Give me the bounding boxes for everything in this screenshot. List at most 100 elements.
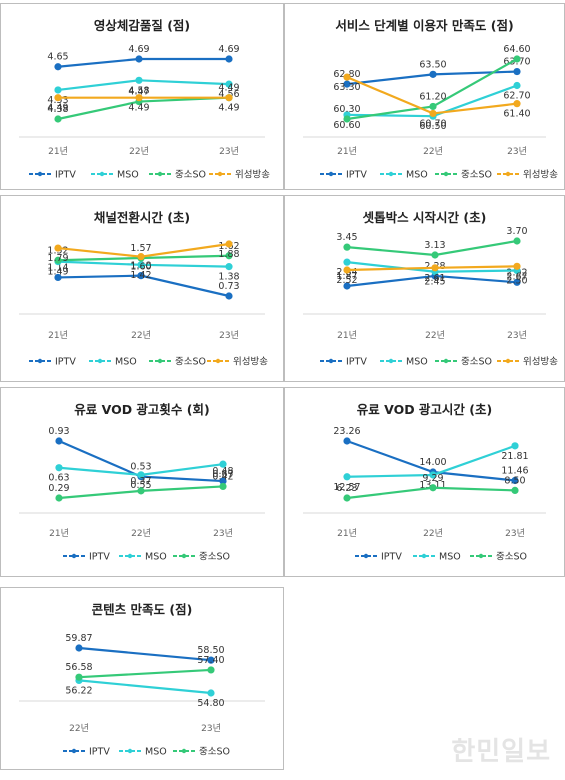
chart-title: 서비스 단계별 이용자 만족도 (점) [335,18,513,33]
legend-marker [421,553,427,559]
data-point [513,55,521,63]
data-point [219,482,227,491]
legend-marker [97,358,103,364]
data-label: 4.47 [128,87,149,98]
chart-svg: 셋톱박스 시작시간 (초)21년22년23년1.872.282.022.842.… [303,210,558,368]
data-point [225,94,233,102]
data-point [343,494,351,502]
legend-label: 위성방송 [235,169,270,181]
data-label: 1.79 [47,253,68,264]
legend-label: MSO [406,357,428,368]
data-label: 3.45 [336,232,357,243]
chart-panel-1: 영상체감품질 (점)21년22년23년4.654.694.694.534.584… [0,3,284,190]
chart-panel-3: 채널전환시간 (초)21년22년23년1.141.180.731.491.421… [0,195,284,382]
data-label: 11.46 [501,465,528,476]
data-point [225,263,233,271]
data-point [207,689,215,697]
legend-label: MSO [117,170,139,181]
data-point [225,240,233,248]
data-label: 1.87 [336,271,357,282]
series-line [78,679,212,695]
x-tick-label: 23년 [505,528,525,539]
data-label: 4.49 [128,103,149,114]
legend-label: 중소SO [199,747,230,758]
chart-title: 영상체감품질 (점) [94,18,190,33]
legend-label: 위성방송 [233,356,268,368]
legend-marker [215,358,221,364]
data-label: 0.29 [48,483,69,494]
data-point [511,486,519,495]
data-point [225,55,233,63]
chart-svg: 영상체감품질 (점)21년22년23년4.654.694.694.534.584… [19,18,270,181]
chart-panel-5: 유료 VOD 광고횟수 (회) 21년 22년 23년 0.93 0.53 0.48 0.63… [0,387,284,577]
data-point [54,94,62,102]
data-label: 1.14 [47,262,68,273]
legend-label: IPTV [55,170,76,181]
data-point [137,487,145,495]
data-point [343,473,351,481]
legend-label: MSO [115,357,137,368]
series-line [78,668,212,679]
data-point [429,109,437,118]
data-point [343,115,351,123]
x-tick-label: 22년 [69,723,89,734]
x-tick-label: 23년 [219,330,239,341]
data-label: 4.49 [218,103,239,114]
data-point [54,244,62,252]
data-label: 21.81 [501,451,528,462]
data-point [513,67,521,76]
data-label: 1.38 [218,272,239,283]
x-tick-label: 21년 [337,330,357,341]
data-label: 60.60 [333,120,360,131]
data-label: 2.61 [424,273,445,284]
chart-panel-2: 서비스 단계별 이용자 만족도 (점)21년22년23년62.8063.5063… [284,3,565,190]
data-point [429,484,437,492]
data-label: 57.40 [197,655,224,666]
x-tick-label: 21년 [48,330,68,341]
data-point [75,644,83,652]
data-point [54,256,62,264]
data-label: 61.20 [419,91,446,102]
legend-label: IPTV [55,357,76,368]
chart-title: 셋톱박스 시작시간 (초) [363,210,487,225]
legend-label: MSO [145,747,167,758]
data-point [343,243,351,251]
legend-marker [127,748,133,754]
data-point [343,80,351,88]
x-tick-label: 22년 [131,330,151,341]
x-tick-label: 22년 [423,146,443,157]
legend-marker [157,171,163,177]
data-point [513,81,521,90]
legend-marker [328,171,334,177]
watermark-logo: 한민일보 [451,737,551,767]
data-point [135,76,143,84]
x-tick-label: 23년 [507,330,527,341]
data-point [225,292,233,300]
data-label: 0.55 [130,480,151,491]
data-point [225,252,233,260]
chart-panel-4: 셋톱박스 시작시간 (초)21년22년23년1.872.282.022.842.… [284,195,565,382]
series-line [57,57,229,68]
data-label: 0.67 [212,469,233,480]
data-label: 2.52 [336,275,357,286]
legend-marker [443,358,449,364]
data-point [343,282,351,290]
data-label: 4.49 [47,103,68,114]
data-point [219,460,227,468]
data-label: 1.57 [130,243,151,254]
data-point [513,100,521,108]
x-tick-label: 23년 [213,528,233,539]
data-label: 4.58 [128,85,149,96]
legend-label: MSO [439,552,461,563]
x-tick-label: 23년 [219,146,239,157]
legend-marker [505,358,511,364]
legend-marker [217,171,223,177]
x-tick-label: 22년 [425,330,445,341]
legend-marker [363,553,369,559]
legend-label: 중소SO [175,170,206,181]
legend-label: IPTV [89,552,110,563]
data-point [137,261,145,269]
x-tick-label: 21년 [49,528,69,539]
data-point [54,115,62,123]
x-tick-label: 21년 [48,146,68,157]
